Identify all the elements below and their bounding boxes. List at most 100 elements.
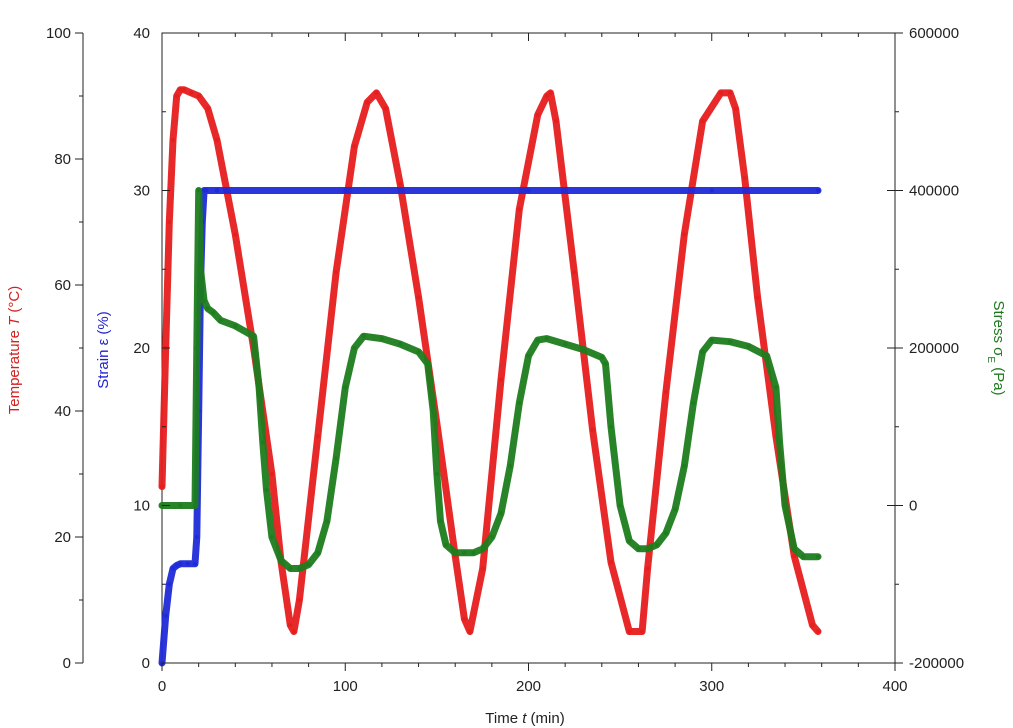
temperature-tick-label: 60 <box>54 277 71 294</box>
stress-axis-title: Stress σE (Pa) <box>986 300 1008 395</box>
temperature-data-point <box>733 106 738 111</box>
stress-data-point <box>526 353 531 359</box>
stress-tick-label: 200000 <box>909 340 959 357</box>
stress-data-point <box>508 463 513 469</box>
stress-data-point <box>416 349 421 355</box>
temperature-data-point <box>755 295 760 300</box>
stress-data-point <box>709 337 714 343</box>
stress-data-point <box>498 511 504 516</box>
stress-tick-label: 600000 <box>909 25 959 42</box>
temperature-data-point <box>572 270 577 275</box>
x-axis-title: Time t (min) <box>485 710 564 727</box>
stress-tick-label: 0 <box>909 498 917 515</box>
stress-data-point <box>727 339 733 344</box>
stress-data-point <box>682 463 687 469</box>
stress-data-point <box>196 188 201 193</box>
strain-tick-label: 10 <box>133 498 150 515</box>
stress-data-point <box>379 336 385 341</box>
stress-data-point <box>211 310 216 315</box>
temperature-data-point <box>608 560 614 565</box>
temperature-data-point <box>480 566 485 571</box>
temperature-data-point <box>535 112 540 118</box>
stress-data-point <box>581 347 586 352</box>
plot-border <box>161 32 896 664</box>
temperature-data-point <box>178 87 183 92</box>
stress-data-point <box>453 550 458 555</box>
stress-data-point <box>264 487 269 492</box>
plot-frame <box>82 32 896 664</box>
stress-data-point <box>746 344 751 349</box>
stress-data-point <box>278 558 284 563</box>
temperature-data-point <box>159 484 165 489</box>
temperature-data-point <box>627 629 632 634</box>
temperature-data-point <box>663 389 669 395</box>
stress-data-point <box>471 550 476 555</box>
strain-data-point <box>185 561 190 566</box>
stress-data-point <box>192 503 198 508</box>
strain-axis-title: Strain ε (%) <box>95 311 112 389</box>
temperature-data-point <box>205 106 210 111</box>
temperature-tick-label: 80 <box>54 151 71 168</box>
temperature-data-point <box>462 616 467 622</box>
x-tick-label: 400 <box>882 678 907 695</box>
stress-data-point <box>431 408 436 414</box>
strain-data-point <box>170 566 176 571</box>
strain-tick-label: 0 <box>142 655 150 672</box>
stress-data-point <box>315 550 320 555</box>
stress-data-point <box>343 385 348 390</box>
temperature-data-point <box>291 629 297 634</box>
strain-data-point <box>526 188 531 193</box>
temperature-data-point <box>639 629 645 634</box>
stress-data-point <box>398 341 403 347</box>
stress-data-point <box>352 345 357 351</box>
temperature-axis-title: Temperature T (°C) <box>6 286 23 415</box>
temperature-data-point <box>548 90 553 96</box>
stress-data-point <box>333 456 339 461</box>
temperature-data-point <box>170 137 176 143</box>
temperature-data-point <box>196 93 201 99</box>
temperature-data-point <box>297 597 302 603</box>
temperature-data-point <box>810 623 815 628</box>
strain-tick-label: 20 <box>133 340 150 357</box>
temperature-data-point <box>544 93 549 99</box>
stress-data-point <box>260 440 265 445</box>
temperature-data-point <box>517 207 522 212</box>
stress-data-point <box>194 345 199 351</box>
stress-data-point <box>801 554 806 559</box>
x-tick-label: 0 <box>158 678 166 695</box>
temperature-data-point <box>269 471 275 477</box>
stress-data-point <box>198 267 203 272</box>
stress-data-point <box>636 546 641 551</box>
temperature-data-point <box>792 553 797 559</box>
stress-data-point <box>792 546 797 551</box>
stress-data-point <box>777 440 782 445</box>
stress-data-point <box>654 542 659 548</box>
temperature-data-point <box>742 175 747 181</box>
temperature-data-point <box>645 566 650 571</box>
stress-data-point <box>201 298 207 303</box>
stress-data-point <box>324 519 330 524</box>
stress-data-point <box>269 534 275 540</box>
stress-data-point <box>782 503 788 508</box>
stress-data-point <box>563 341 568 347</box>
stress-data-point <box>489 534 495 540</box>
stress-data-point <box>627 538 632 544</box>
temperature-tick-label: 0 <box>63 655 71 672</box>
stress-tick-label: 400000 <box>909 183 959 200</box>
temperature-data-point <box>727 90 733 96</box>
stress-data-point <box>251 334 256 339</box>
stress-data-point <box>617 503 623 508</box>
stress-data-point <box>443 542 449 548</box>
stress-data-point <box>672 507 678 512</box>
strain-data-point <box>343 188 348 193</box>
strain-data-point <box>214 188 220 193</box>
stress-data-point <box>663 530 669 536</box>
stress-data-point <box>297 566 302 571</box>
axis-ticks: 0 100 200 300 400 0 20 40 60 80 100 0 10 20 30 40 -20000… <box>46 25 964 695</box>
stress-data-point <box>256 385 262 390</box>
stress-data-point <box>517 400 522 406</box>
temperature-data-point <box>233 232 238 237</box>
temperature-data-point <box>181 87 187 92</box>
strain-tick-label: 40 <box>133 25 150 42</box>
temperature-data-point <box>333 270 339 275</box>
